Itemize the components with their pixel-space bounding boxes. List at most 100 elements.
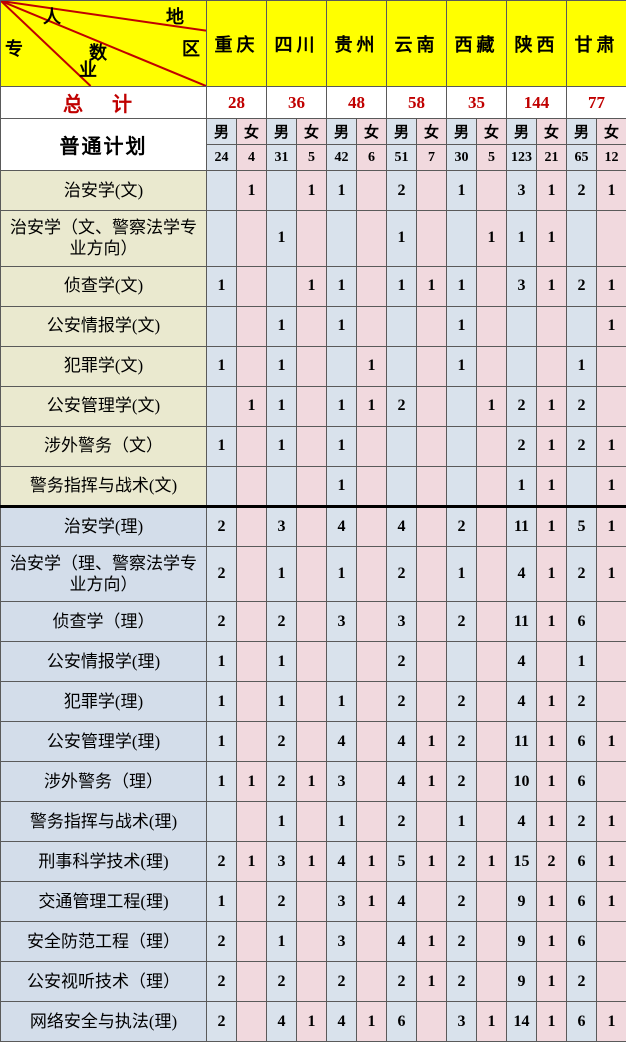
major-label: 治安学（理、警察法学专业方向） [1,546,207,602]
data-cell [507,346,537,386]
data-cell: 1 [597,882,626,922]
data-cell [417,506,447,546]
data-cell [267,171,297,211]
major-label: 治安学(文) [1,171,207,211]
data-cell: 1 [477,211,507,267]
data-cell: 1 [207,426,237,466]
data-cell [477,171,507,211]
data-cell: 1 [207,882,237,922]
data-cell [597,682,626,722]
data-cell: 1 [447,546,477,602]
data-cell [477,266,507,306]
total-value: 144 [507,87,567,119]
data-cell [207,306,237,346]
data-cell: 11 [507,506,537,546]
data-cell: 1 [537,602,567,642]
data-cell: 1 [357,346,387,386]
data-cell [387,466,417,506]
data-cell [297,962,327,1002]
table-row: 侦查学(文)1111113121 [1,266,626,306]
data-cell [357,466,387,506]
data-cell: 1 [417,962,447,1002]
data-cell: 1 [597,506,626,546]
data-cell: 3 [327,762,357,802]
total-label: 总 计 [1,87,207,119]
data-cell: 1 [597,722,626,762]
data-cell [357,266,387,306]
female-subtotal: 21 [537,145,567,171]
data-cell [417,466,447,506]
table-row: 犯罪学(理)11122412 [1,682,626,722]
data-cell: 10 [507,762,537,802]
data-cell [417,602,447,642]
male-subtotal: 65 [567,145,597,171]
data-cell: 3 [327,922,357,962]
data-cell: 2 [207,602,237,642]
data-cell: 4 [387,762,417,802]
data-cell [477,602,507,642]
data-cell [477,722,507,762]
data-cell: 2 [447,722,477,762]
female-subtotal: 4 [237,145,267,171]
total-value: 36 [267,87,327,119]
data-cell [297,466,327,506]
data-cell [237,922,267,962]
data-cell: 1 [387,211,417,267]
data-cell [207,211,237,267]
data-cell: 1 [267,802,297,842]
data-cell [297,386,327,426]
data-cell: 1 [597,426,626,466]
table-row: 刑事科学技术(理)213141512115261 [1,842,626,882]
data-cell: 2 [567,802,597,842]
corner-label-di: 地 [166,3,184,29]
table-row: 涉外警务（文）1112121 [1,426,626,466]
data-cell: 4 [387,506,417,546]
data-cell [357,171,387,211]
male-subtotal: 51 [387,145,417,171]
data-cell: 1 [207,346,237,386]
data-cell: 2 [387,682,417,722]
data-cell: 1 [567,642,597,682]
data-cell: 4 [327,722,357,762]
data-cell [327,642,357,682]
data-cell: 2 [447,922,477,962]
data-cell: 1 [357,882,387,922]
data-cell: 1 [327,802,357,842]
male-header: 男 [267,119,297,145]
data-cell: 1 [357,1002,387,1042]
data-cell: 1 [477,386,507,426]
data-cell: 1 [327,171,357,211]
total-row: 总 计 28 36 48 58 35 144 77 [1,87,626,119]
data-cell [237,211,267,267]
data-cell [567,306,597,346]
data-cell [297,346,327,386]
data-cell [477,922,507,962]
data-cell: 1 [237,171,267,211]
data-cell [417,211,447,267]
data-cell [417,386,447,426]
data-cell [477,682,507,722]
data-cell [357,682,387,722]
total-value: 77 [567,87,626,119]
data-cell: 1 [507,466,537,506]
data-cell: 3 [507,266,537,306]
data-cell: 2 [447,962,477,1002]
data-cell [387,426,417,466]
data-cell: 1 [417,762,447,802]
data-cell [477,642,507,682]
data-cell: 6 [567,722,597,762]
data-cell [297,211,327,267]
major-label: 公安视听技术（理） [1,962,207,1002]
data-cell [417,346,447,386]
table-row: 侦查学（理）223321116 [1,602,626,642]
corner-label-ren: 人 [43,3,61,29]
data-cell: 2 [537,842,567,882]
data-cell [207,171,237,211]
data-cell: 4 [387,922,417,962]
region-header: 云南 [387,1,447,87]
data-cell: 4 [507,682,537,722]
major-label: 治安学(理) [1,506,207,546]
data-cell [447,466,477,506]
female-subtotal: 12 [597,145,626,171]
data-cell [477,882,507,922]
